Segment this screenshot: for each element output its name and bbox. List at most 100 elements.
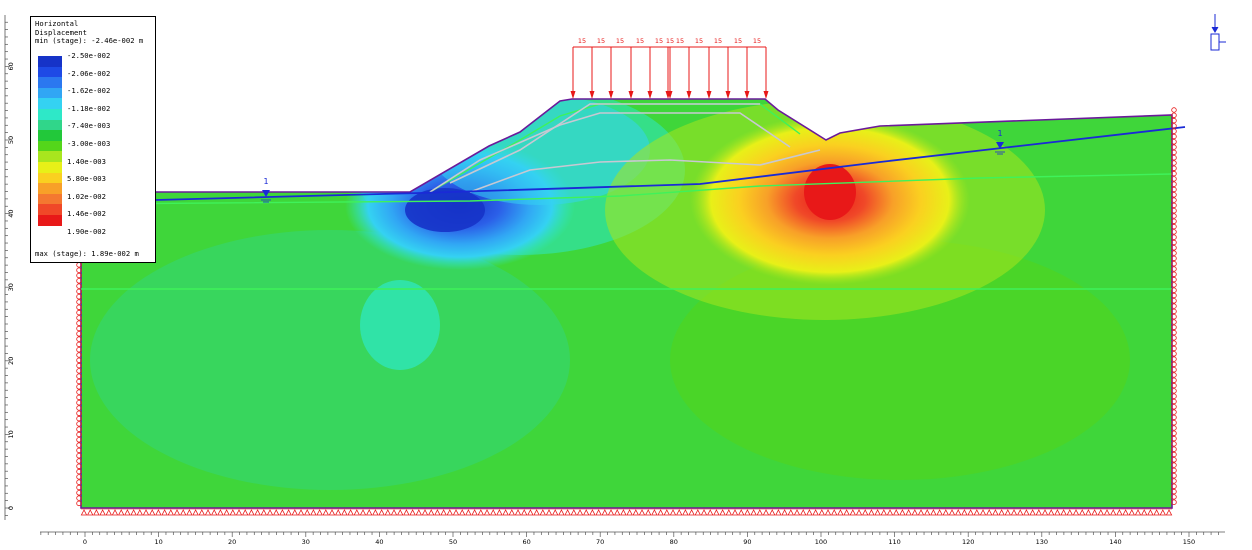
pin-support (272, 509, 280, 516)
legend-label: -2.06e-002 (67, 68, 111, 78)
legend-label: -1.62e-002 (67, 86, 111, 96)
pin-support (762, 509, 770, 516)
roller-support (76, 336, 82, 342)
pin-support (620, 509, 627, 516)
load-value-label: 15 (578, 37, 586, 45)
pin-support (142, 509, 150, 516)
y-tick-label: 10 (7, 430, 15, 438)
pin-support (1097, 509, 1105, 516)
legend-swatch (38, 77, 62, 88)
pin-support (520, 509, 528, 516)
x-tick-label: 120 (962, 538, 974, 546)
pin-support (818, 509, 826, 516)
pin-support (595, 509, 602, 516)
pin-support (849, 509, 857, 516)
pin-support (1035, 509, 1043, 516)
pin-support (713, 509, 720, 516)
roller-support (76, 484, 82, 491)
legend-swatch (38, 87, 62, 99)
y-tick-label: 30 (7, 283, 15, 291)
roller-support (1171, 250, 1177, 256)
pin-support (1041, 509, 1049, 516)
pin-support (768, 509, 776, 516)
pin-support (626, 509, 633, 516)
pin-support (700, 509, 708, 516)
load-arrowhead (706, 91, 712, 99)
pin-support (310, 509, 317, 516)
pin-support (341, 509, 348, 516)
roller-support (1171, 308, 1177, 315)
pin-support (198, 509, 206, 516)
pin-support (279, 509, 286, 516)
pin-support (489, 509, 497, 516)
pin-support (1066, 509, 1074, 516)
legend-label: -3.00e-003 (67, 139, 111, 148)
pin-support (434, 509, 441, 516)
roller-support (1171, 218, 1177, 224)
load-arrowhead (628, 91, 634, 99)
pin-support (403, 509, 410, 516)
roller-support (76, 421, 82, 427)
roller-support (76, 373, 82, 379)
roller-support (1171, 345, 1177, 352)
roller-support (1171, 329, 1177, 336)
legend-swatch (38, 183, 62, 194)
pin-support (979, 509, 987, 516)
legend: Horizontal Displacement min (stage): -2.… (30, 16, 156, 263)
pin-support (923, 509, 931, 516)
x-axis: 0 10 20 30 40 50 60 70 80 90 100 110 120 130 140 150 (40, 531, 1225, 546)
pin-support (458, 509, 466, 516)
pin-support (644, 509, 652, 516)
roller-support (76, 368, 82, 374)
pin-support (1103, 509, 1111, 516)
roller-support (1171, 239, 1177, 246)
pin-support (613, 509, 621, 516)
roller-support (1171, 112, 1177, 118)
pin-support (744, 509, 751, 516)
pin-support (837, 509, 844, 516)
pin-support (124, 509, 131, 516)
roller-support (1171, 139, 1177, 145)
legend-swatch (38, 151, 62, 162)
roller-support (1171, 488, 1177, 495)
roller-support (1171, 430, 1177, 436)
roller-support (1171, 335, 1177, 341)
pin-support (514, 509, 522, 516)
pin-support (855, 509, 863, 516)
pin-support (192, 509, 199, 516)
load-value-label: 15 (676, 37, 684, 45)
pin-support (136, 509, 144, 516)
pin-support (223, 509, 230, 516)
pin-support (1060, 509, 1067, 516)
roller-support (1171, 133, 1177, 140)
pin-support (173, 509, 181, 516)
legend-swatch (38, 161, 62, 173)
roller-support (1171, 255, 1177, 262)
roller-support (76, 299, 82, 305)
roller-support (1171, 229, 1177, 235)
pin-support (1010, 509, 1018, 516)
pin-support (576, 509, 584, 516)
pin-support (111, 509, 119, 516)
pin-support (936, 509, 943, 516)
pin-support (390, 509, 398, 516)
pin-support (551, 509, 559, 516)
pin-support (725, 509, 733, 516)
pin-support (378, 509, 385, 516)
legend-label: -1.18e-002 (67, 103, 111, 113)
pin-support (477, 509, 485, 516)
pin-support (781, 509, 788, 516)
pin-support (99, 509, 106, 516)
y-tick-label: 0 (7, 506, 15, 510)
roller-support (1171, 420, 1177, 426)
x-tick-label: 40 (375, 538, 383, 546)
pin-support (905, 509, 912, 516)
pin-support (471, 509, 478, 516)
pin-support (384, 509, 392, 516)
pin-support (1047, 509, 1055, 516)
roller-support (1171, 261, 1177, 267)
load-value-label: 15 (734, 37, 742, 45)
roller-support (1171, 414, 1177, 421)
roller-support (1171, 202, 1177, 209)
